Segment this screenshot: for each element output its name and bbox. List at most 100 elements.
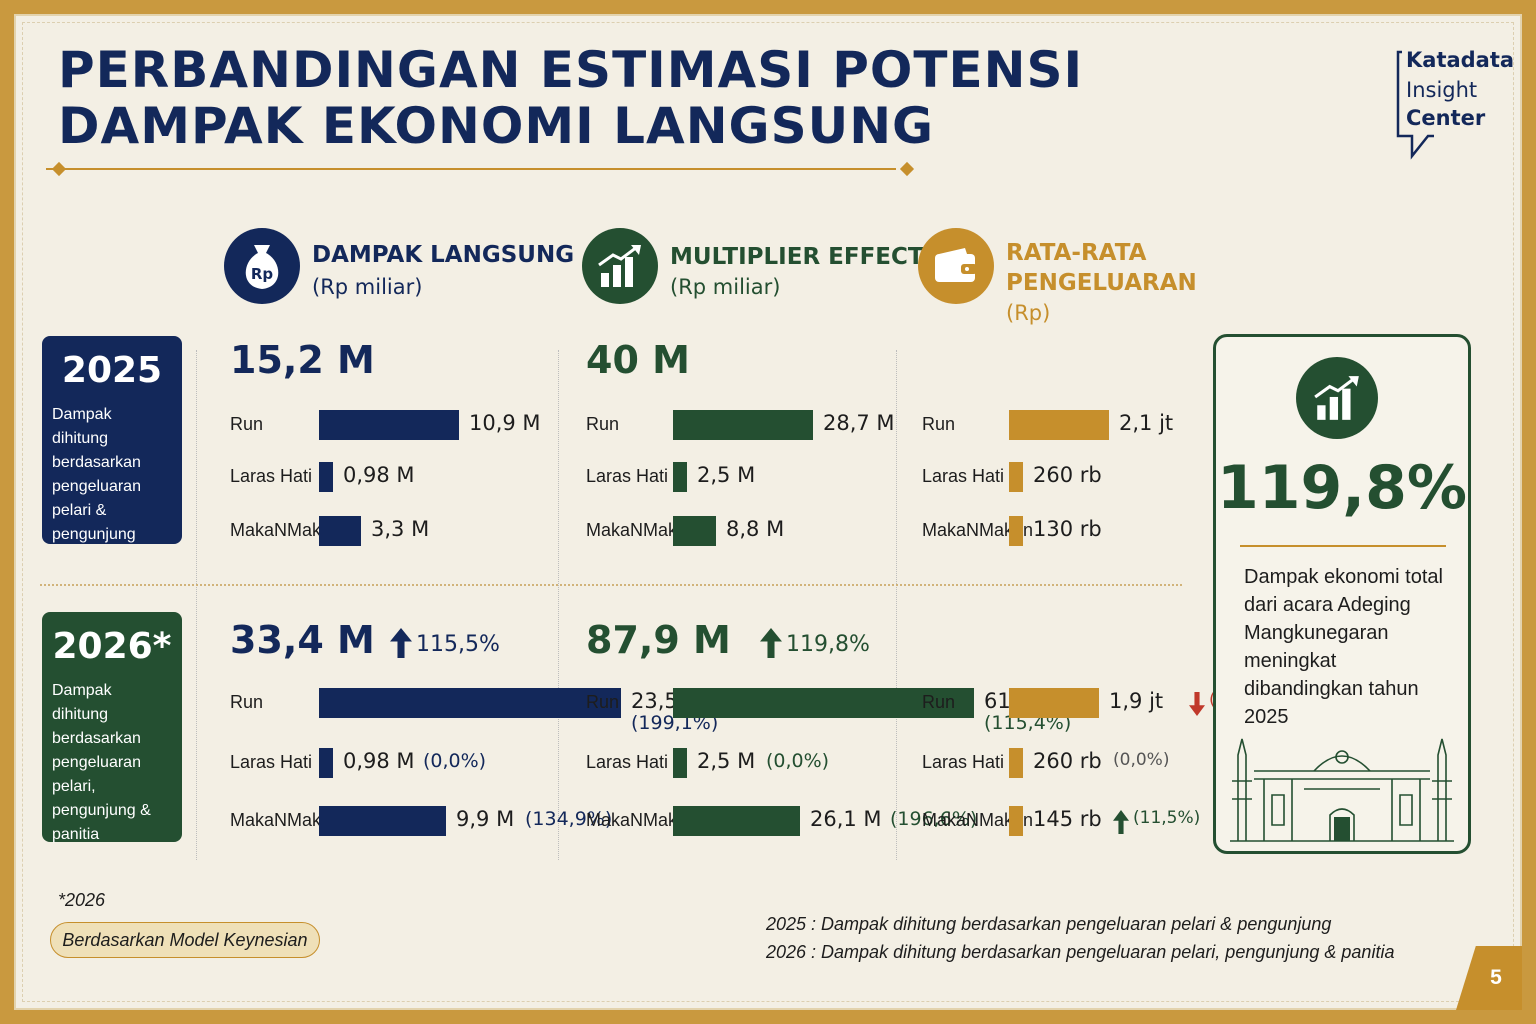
page-title: PERBANDINGAN ESTIMASI POTENSI DAMPAK EKO… <box>58 41 1084 155</box>
value-label: 0,98 M <box>343 749 415 773</box>
logo-line-1: Katadata <box>1406 48 1515 72</box>
growth-chart-icon <box>1296 357 1378 439</box>
category-label: Laras Hati <box>586 752 669 772</box>
column-total: 33,4 M <box>230 618 375 662</box>
value-label: 8,8 M <box>726 517 785 541</box>
bar <box>673 688 974 718</box>
category-label: Run <box>230 414 264 434</box>
row-separator <box>40 584 1182 586</box>
category-label: Run <box>922 414 956 434</box>
year-description: Dampak dihitung berdasarkan pengeluaran … <box>52 682 151 843</box>
footnote-2025: 2025 : Dampak dihitung berdasarkan penge… <box>766 914 1332 934</box>
summary-value: 119,8% <box>1217 453 1467 523</box>
summary-box: 119,8% Dampak ekonomi total dari acara A… <box>1213 334 1471 854</box>
header-multiplier-effect-unit: (Rp miliar) <box>670 275 781 299</box>
category-label: MakaNMakan <box>922 810 1034 830</box>
value-label: 28,7 M <box>823 411 895 435</box>
bar <box>319 806 446 836</box>
value-label: 1,9 jt <box>1109 689 1164 713</box>
bar <box>1009 748 1023 778</box>
summary-text: Dampak ekonomi total dari acara Adeging … <box>1244 566 1443 728</box>
bar <box>1009 462 1023 492</box>
asterisk-note: *2026 <box>58 890 106 910</box>
value-label: 2,1 jt <box>1119 411 1174 435</box>
logo-line-2: Insight <box>1406 78 1478 102</box>
value-label: 2,5 M <box>697 463 756 487</box>
header-dampak-langsung: DAMPAK LANGSUNG <box>312 242 575 268</box>
arrow-up-icon <box>1113 810 1129 834</box>
bar <box>319 410 459 440</box>
category-label: MakaNMakan <box>230 520 342 540</box>
bar <box>319 748 333 778</box>
change-percent: (196,6%) <box>890 808 978 830</box>
separator <box>896 350 897 860</box>
header-multiplier-effect: MULTIPLIER EFFECT <box>670 244 924 270</box>
value-label: 2,5 M <box>697 749 756 773</box>
separator <box>196 350 197 860</box>
value-label: 26,1 M <box>810 807 882 831</box>
year-label: 2026* <box>52 626 172 667</box>
category-label: Run <box>586 692 620 712</box>
growth-chart-icon <box>582 228 658 304</box>
change-percent: (0,0%) <box>423 750 487 772</box>
bar <box>673 462 687 492</box>
bar <box>1009 516 1023 546</box>
bar <box>1009 806 1023 836</box>
value-label: 0,98 M <box>343 463 415 487</box>
year-card-2025: 2025 Dampak dihitung berdasarkan pengelu… <box>42 336 182 544</box>
header-rata-rata-pengeluaran: RATA-RATA PENGELUARAN <box>1006 240 1197 296</box>
category-label: MakaNMakan <box>230 810 342 830</box>
category-label: Laras Hati <box>586 466 669 486</box>
bar <box>673 806 800 836</box>
wallet-icon <box>918 228 994 304</box>
category-label: Run <box>230 692 264 712</box>
value-label: 145 rb <box>1033 807 1102 831</box>
bar <box>319 462 333 492</box>
header-dampak-langsung-unit: (Rp miliar) <box>312 275 423 299</box>
category-label: Laras Hati <box>922 752 1005 772</box>
svg-text:Rp: Rp <box>251 265 274 283</box>
arrow-up-icon <box>390 628 412 658</box>
model-note-pill: Berdasarkan Model Keynesian <box>50 922 320 958</box>
value-label: 9,9 M <box>456 807 515 831</box>
separator <box>558 350 559 860</box>
year-label: 2025 <box>61 350 163 391</box>
category-label: MakaNMakan <box>586 810 698 830</box>
arrow-down-icon <box>1189 692 1205 716</box>
category-label: Run <box>586 414 620 434</box>
change-percent: (11,5%) <box>1133 808 1201 828</box>
year-description: Dampak dihitung berdasarkan pengeluaran … <box>52 406 141 543</box>
value-label: 260 rb <box>1033 749 1102 773</box>
year-card-2026: 2026* Dampak dihitung berdasarkan pengel… <box>42 612 182 843</box>
category-label: Laras Hati <box>922 466 1005 486</box>
category-label: Run <box>922 692 956 712</box>
category-label: Laras Hati <box>230 466 313 486</box>
column-total: 40 M <box>586 338 690 382</box>
bar <box>673 516 716 546</box>
bar <box>673 410 813 440</box>
change-percent: (0,0%) <box>1113 750 1170 770</box>
logo-line-3: Center <box>1406 106 1486 130</box>
column-total: 87,9 M <box>586 618 731 662</box>
bar <box>673 748 687 778</box>
category-label: Laras Hati <box>230 752 313 772</box>
footnote-2026: 2026 : Dampak dihitung berdasarkan penge… <box>766 942 1395 962</box>
value-label: 130 rb <box>1033 517 1102 541</box>
title-divider <box>46 168 896 170</box>
bar <box>319 516 361 546</box>
header-rata-rata-pengeluaran-unit: (Rp) <box>1006 301 1051 325</box>
category-label: MakaNMakan <box>922 520 1034 540</box>
bar <box>319 688 621 718</box>
total-change-percent: 115,5% <box>416 632 500 657</box>
total-change-percent: 119,8% <box>786 632 870 657</box>
value-label: 10,9 M <box>469 411 541 435</box>
summary-divider <box>1240 545 1446 547</box>
change-percent: (0,0%) <box>766 750 830 772</box>
katadata-logo: Katadata Insight Center <box>1382 32 1514 160</box>
value-label: 260 rb <box>1033 463 1102 487</box>
palace-illustration <box>1230 738 1454 842</box>
value-label: 3,3 M <box>371 517 430 541</box>
change-percent: (134,9%) <box>525 808 613 830</box>
money-bag-icon: Rp <box>224 228 300 304</box>
